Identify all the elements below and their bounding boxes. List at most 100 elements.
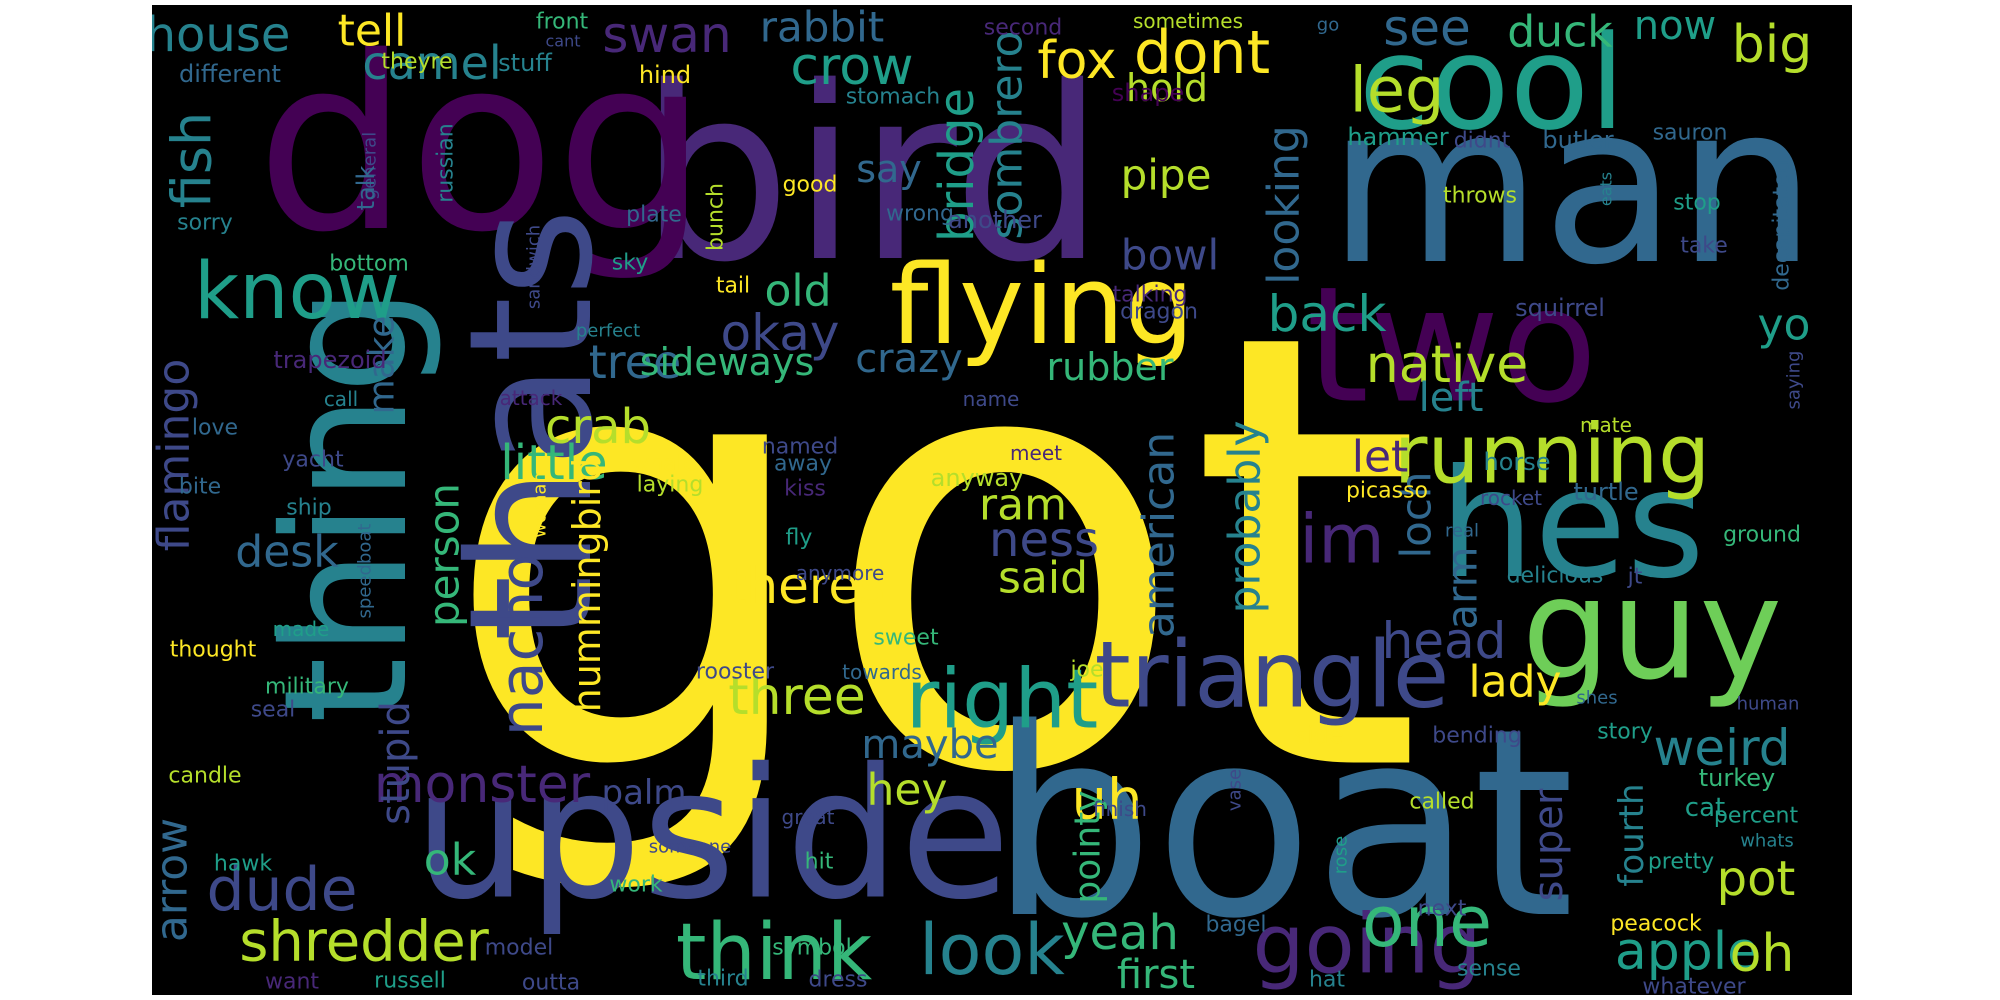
word-take: take (1680, 234, 1728, 259)
word-ram: ram (979, 480, 1067, 531)
word-joe: joe (1069, 658, 1103, 683)
word-dude: dude (206, 855, 357, 925)
word-fly: fly (786, 526, 813, 551)
word-hind: hind (639, 61, 691, 89)
word-called: called (1409, 790, 1474, 815)
word-old: old (764, 266, 831, 317)
word-crow: crow (790, 37, 913, 97)
word-wrong: wrong (886, 202, 954, 227)
word-ness: ness (989, 512, 1099, 568)
word-thats: thats (433, 208, 631, 642)
word-story: story (1597, 720, 1653, 745)
word-bagel: bagel (1205, 913, 1266, 938)
word-sombrero: sombrero (982, 31, 1033, 240)
word-think: think (676, 908, 872, 995)
word-name: name (963, 387, 1020, 411)
word-yeah: yeah (1061, 905, 1179, 961)
word-stomach: stomach (846, 85, 941, 110)
word-dress: dress (809, 968, 868, 993)
word-candle: candle (168, 764, 241, 789)
word-front: front (536, 10, 589, 35)
word-rocket: rocket (1480, 486, 1542, 510)
word-talking: talking (1113, 283, 1188, 308)
word-upside: upside (413, 731, 1010, 940)
word-woman: woman (530, 472, 551, 538)
word-bridge: bridge (929, 88, 985, 242)
word-horse: horse (1483, 448, 1550, 476)
word-didnt: didnt (1454, 129, 1511, 154)
word-butler: butler (1542, 126, 1613, 154)
word-bite: bite (179, 475, 221, 500)
word-hat: hat (1309, 968, 1345, 993)
word-tail: tail (716, 274, 750, 299)
word-attack: attack (500, 386, 563, 410)
word-leg: leg (1350, 54, 1445, 127)
word-thought: thought (170, 638, 257, 663)
word-someone: someone (649, 837, 732, 858)
word-fish: fish (161, 112, 224, 208)
word-delicious: delicious (1507, 564, 1604, 589)
word-throws: throws (1443, 184, 1517, 209)
word-hey: hey (867, 765, 948, 816)
word-apple: apple (1615, 922, 1759, 982)
word-flying: flying (890, 241, 1195, 369)
word-theyre: theyre (381, 50, 452, 75)
word-fourth: fourth (1612, 783, 1652, 886)
word-jt: jt (1627, 565, 1643, 590)
word-nacho: nacho (487, 554, 557, 737)
word-bowl: bowl (1121, 231, 1219, 280)
word-person: person (420, 483, 469, 627)
word-different: different (179, 60, 281, 88)
word-tree: tree (589, 335, 682, 389)
word-ok: ok (424, 835, 477, 886)
word-away: away (774, 452, 832, 477)
word-turkey: turkey (1699, 764, 1776, 792)
word-cat: cat (1685, 793, 1725, 823)
word-hold: hold (1126, 66, 1208, 110)
word-big: big (1732, 15, 1812, 75)
word-russian: russian (434, 123, 459, 202)
word-towards: towards (842, 660, 922, 684)
word-shredder: shredder (239, 910, 489, 975)
word-bunch: bunch (704, 183, 729, 251)
word-make: make (362, 316, 403, 415)
word-russell: russell (374, 969, 446, 994)
word-right: right (906, 653, 1099, 748)
word-made: made (273, 617, 330, 641)
word-little: little (500, 435, 607, 491)
word-pot: pot (1717, 851, 1796, 907)
word-cloud-background (152, 5, 1852, 995)
word-call: call (324, 387, 358, 411)
word-head: head (1382, 612, 1507, 670)
word-go: go (1317, 15, 1339, 36)
word-now: now (1634, 5, 1717, 49)
word-man: man (1328, 57, 1817, 313)
word-know: know (194, 247, 400, 337)
word-named: named (762, 435, 838, 460)
word-said: said (998, 553, 1088, 604)
word-decapitated: decapitated (1770, 159, 1795, 290)
word-camel: camel (362, 36, 501, 90)
word-third: third (697, 967, 748, 992)
word-desk: desk (235, 527, 339, 578)
word-laying: laying (637, 473, 704, 498)
word-fox: fox (1037, 31, 1116, 91)
word-rose: rose (1331, 836, 1352, 874)
word-saying: saying (1784, 351, 1805, 410)
word-say: say (856, 147, 922, 191)
word-talk: talk (352, 166, 380, 211)
word-trapezoid: trapezoid (273, 346, 386, 374)
word-pretty: pretty (1648, 850, 1714, 875)
word-hes: hes (1439, 438, 1705, 612)
word-thing: thing (248, 286, 446, 723)
word-theres: theres (727, 557, 885, 615)
word-shes: shes (1576, 688, 1617, 709)
word-bird: bird (639, 35, 1105, 315)
word-maybe: maybe (861, 722, 998, 768)
word-flamingo: flamingo (152, 359, 200, 552)
word-running: running (1394, 408, 1710, 503)
word-dog: dog (256, 5, 708, 285)
word-sweet: sweet (873, 626, 939, 651)
word-oh: oh (1730, 924, 1795, 984)
word-palm: palm (602, 773, 687, 813)
